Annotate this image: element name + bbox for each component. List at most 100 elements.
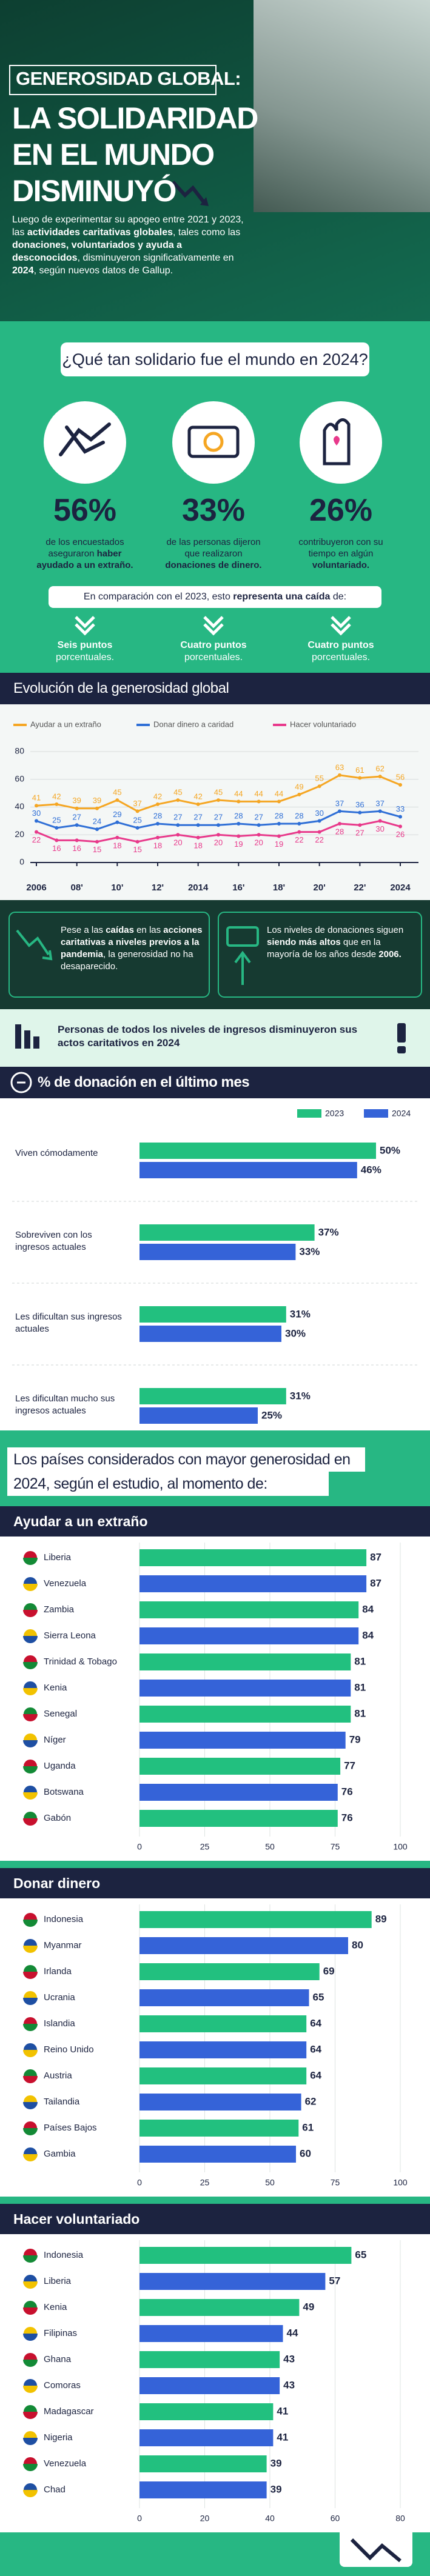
note-icon-1 [8, 912, 210, 998]
value-label: 39 [270, 2483, 282, 2495]
legend-label: 2023 [325, 1109, 344, 1118]
note-text: Pese a las caídas en las acciones carita… [61, 924, 203, 973]
note-icon-2 [218, 912, 422, 998]
text-run: contribuyeron con su tiempo en algún [298, 537, 383, 559]
text-run: Cuatro puntos [307, 640, 374, 650]
text-run: , según nuevos datos de Gallup. [33, 265, 173, 276]
data-label: 49 [295, 782, 303, 791]
data-point [297, 830, 301, 834]
comparison-text: En comparación con el 2023, esto represe… [49, 586, 381, 608]
data-label: 15 [93, 845, 101, 854]
value-label: 30% [285, 1327, 306, 1339]
x-tick-label: 22' [354, 883, 366, 893]
text-run: donaciones, voluntariados y ayuda a desc… [12, 240, 183, 263]
data-label: 28 [234, 811, 243, 820]
flag-stripe [23, 2307, 38, 2315]
text-run: 2024 [12, 265, 34, 276]
text-run: voluntariado. [312, 560, 370, 570]
bar [139, 2481, 267, 2498]
x-tick-label: 2006 [26, 883, 46, 893]
value-label: 46% [361, 1164, 381, 1175]
data-label: 18 [113, 841, 121, 850]
category-label: Islandia [44, 2018, 75, 2029]
bar [139, 2351, 280, 2368]
x-tick-label: 75 [331, 2178, 340, 2187]
category-label: Filipinas [44, 2328, 77, 2338]
category-label: Liberia [44, 1552, 72, 1563]
data-label: 33 [396, 804, 405, 813]
data-label: 39 [93, 796, 101, 805]
data-label: 27 [173, 813, 182, 822]
category-label: Venezuela [44, 1578, 87, 1589]
category-label: Chad [44, 2484, 66, 2495]
value-label: 87 [370, 1577, 381, 1589]
bar [139, 2041, 307, 2058]
legend-label: 2024 [392, 1109, 411, 1118]
flag-stripe [23, 1714, 38, 1721]
category-label: Madagascar [44, 2406, 94, 2417]
data-point [217, 798, 220, 802]
category-label: Les dificultan mucho sus ingresos actual… [15, 1393, 115, 1416]
data-point [115, 835, 119, 839]
data-point [237, 821, 241, 826]
x-tick-label: 80 [395, 2514, 405, 2523]
data-point [35, 819, 38, 823]
x-tick-label: 2014 [188, 883, 209, 893]
bar [139, 1758, 341, 1775]
stat-value: 56% [53, 493, 117, 528]
data-point [115, 820, 119, 824]
title-line: EN EL MUNDO [12, 138, 215, 172]
data-label: 28 [153, 811, 162, 820]
flag-stripe [23, 2360, 38, 2367]
data-point [317, 830, 321, 834]
data-point [35, 804, 38, 808]
stat-value: 33% [181, 493, 246, 528]
data-label: 42 [193, 792, 202, 801]
category-label: Les dificultan sus ingresos actuales [15, 1312, 122, 1334]
data-label: 18 [193, 841, 202, 850]
data-point [398, 824, 402, 829]
value-label: 64 [310, 2043, 321, 2055]
flag-stripe [23, 1688, 38, 1695]
bar [139, 1388, 286, 1404]
bar [139, 2429, 274, 2446]
text-run: 2006. [378, 949, 401, 959]
flag-stripe [23, 2128, 38, 2135]
x-tick-label: 18' [273, 883, 285, 893]
stat-text: contribuyeron con su tiempo en algún vol… [292, 536, 389, 571]
category-label: Irlanda [44, 1966, 72, 1977]
category-label: Uganda [44, 1761, 76, 1771]
x-tick-label: 25 [200, 1842, 210, 1852]
data-label: 27 [72, 813, 81, 822]
data-label: 37 [335, 799, 344, 808]
data-point [378, 819, 382, 823]
x-tick-label: 2024 [390, 883, 411, 893]
flag-stripe [23, 1920, 38, 1927]
flag-stripe [23, 2334, 38, 2341]
text-run: porcentuales. [55, 652, 115, 662]
data-label: 42 [153, 792, 162, 801]
data-label: 36 [355, 800, 364, 809]
category-label: Gambia [44, 2149, 76, 2159]
flag-stripe [23, 2255, 38, 2263]
bar [139, 1784, 338, 1801]
data-label: 27 [214, 813, 223, 822]
data-point [378, 775, 382, 779]
x-tick-label: 10' [111, 883, 123, 893]
data-label: 37 [375, 799, 384, 808]
data-label: 16 [72, 844, 81, 853]
flag-stripe [23, 1662, 38, 1669]
value-label: 37% [318, 1226, 339, 1238]
text-run: de: [330, 592, 347, 602]
value-label: 41 [277, 2431, 288, 2443]
data-point [338, 773, 341, 777]
data-point [176, 798, 180, 802]
heading-box [7, 1472, 329, 1496]
value-label: 33% [299, 1246, 320, 1257]
bar [139, 1162, 357, 1178]
x-tick-label: 40 [265, 2514, 275, 2523]
flag-stripe [23, 2386, 38, 2393]
icon-heart-hand [300, 401, 382, 484]
